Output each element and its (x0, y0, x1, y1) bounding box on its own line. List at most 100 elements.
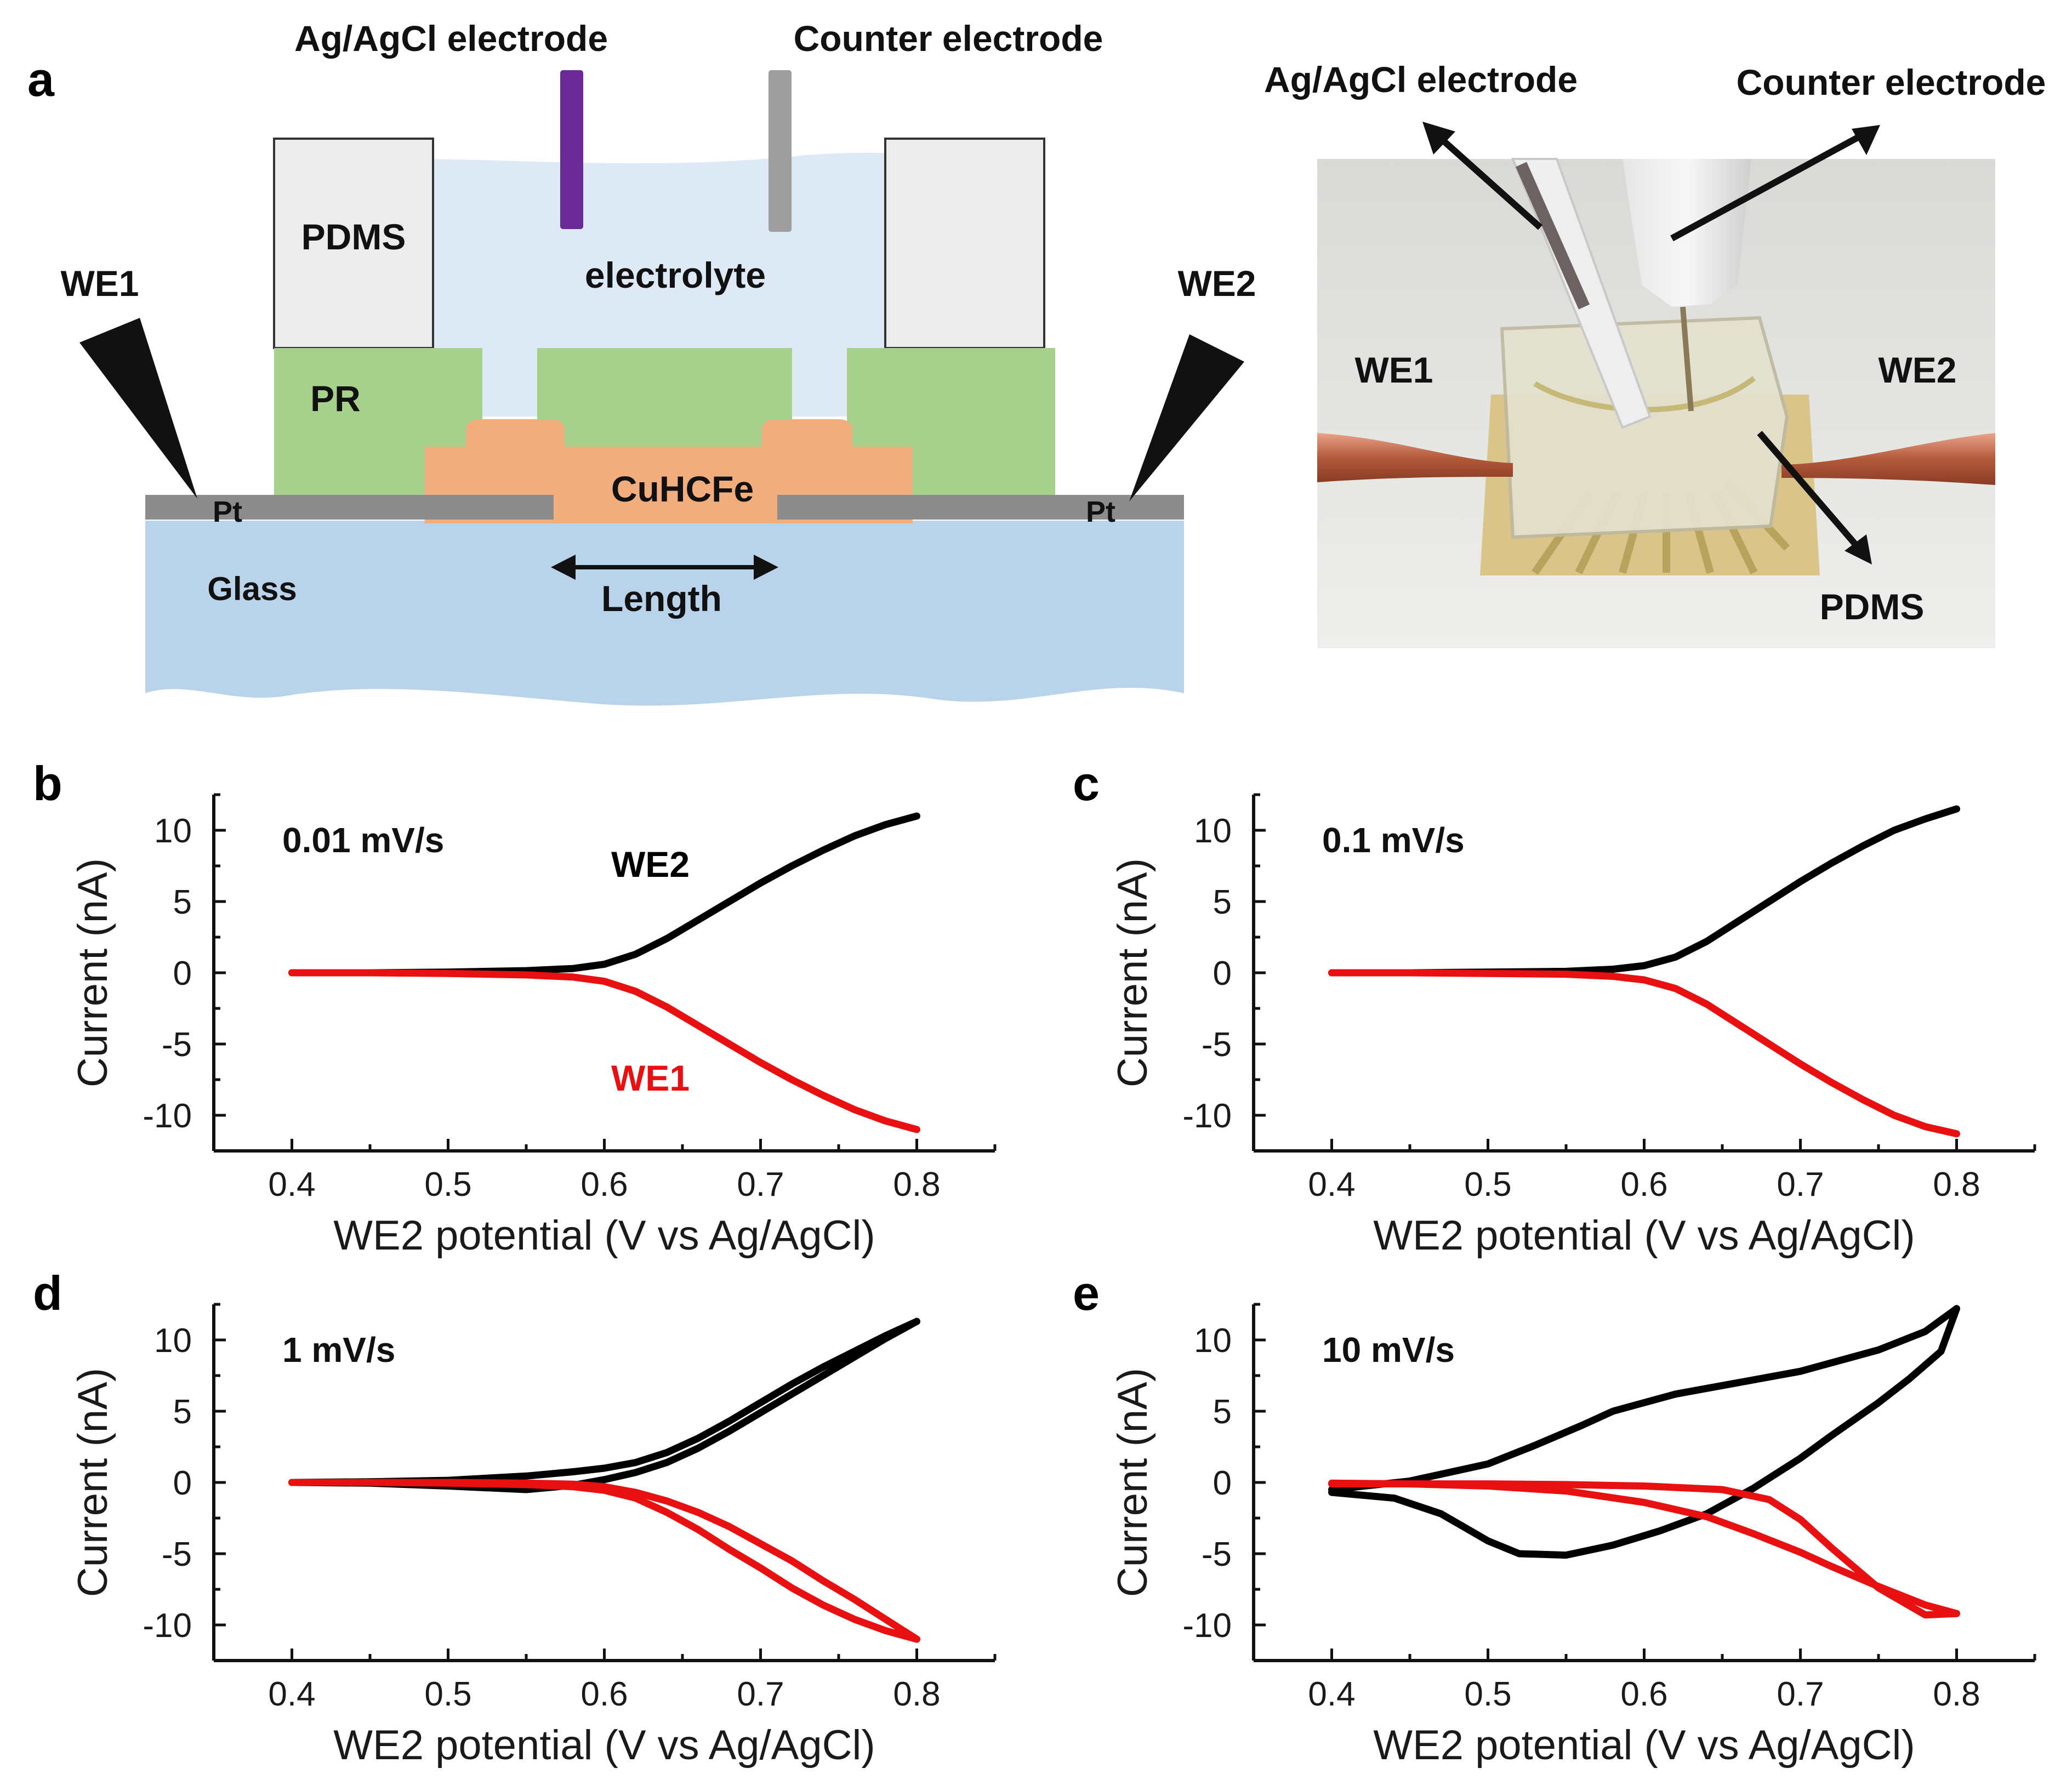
chart-e-series-we2-forward (1328, 1305, 1960, 1493)
chart-c-y-tick-label: -5 (1202, 1026, 1232, 1064)
chart-b: b 0.4 0.5 0.6 0.7 0.8 -10 -5 0 5 10 WE2 potential (… (33, 756, 997, 1259)
chart-c-x-axis-title: WE2 potential (V vs Ag/AgCl) (1373, 1212, 1915, 1259)
chart-e-y-tick-label: 0 (1213, 1464, 1232, 1502)
chart-d-x-tick-label: 0.8 (893, 1675, 940, 1713)
chart-d-scan-rate: 1 mV/s (282, 1330, 395, 1370)
pt-right-label: Pt (1086, 495, 1115, 528)
photo-ag-agcl-label: Ag/AgCl electrode (1264, 59, 1578, 100)
photo-we2-label: WE2 (1878, 350, 1956, 390)
ag-agcl-rod (560, 70, 583, 229)
pr-label: PR (310, 378, 361, 419)
chart-b-y-tick-label: -5 (162, 1026, 192, 1064)
chart-c-y-tick-label: 10 (1194, 812, 1232, 850)
chart-d-x-tick-label: 0.7 (737, 1675, 784, 1713)
chart-d-y-tick-label: -5 (162, 1536, 192, 1573)
pdms-chamber (1500, 316, 1789, 539)
pt-electrode-right (777, 495, 1184, 520)
chart-b-y-tick-label: 10 (154, 812, 192, 850)
chart-d-y-tick-label: -10 (143, 1607, 192, 1645)
chart-b-x-tick-label: 0.8 (893, 1166, 940, 1203)
length-label: Length (601, 578, 722, 619)
chart-d-x-tick-label: 0.6 (580, 1675, 628, 1713)
chart-b-y-axis-title: Current (nA) (70, 858, 116, 1087)
chart-e-series-we2-reverse (1328, 1305, 1960, 1559)
chart-c-y-tick-label: 0 (1213, 955, 1232, 993)
pdms-label: PDMS (301, 216, 406, 257)
pt-electrode-left (145, 495, 554, 520)
chart-b-series-we1 (288, 969, 920, 1133)
electrolyte-label: electrolyte (585, 255, 766, 295)
chart-e-scan-rate: 10 mV/s (1322, 1330, 1455, 1370)
panel-letter-a: a (27, 52, 55, 106)
chart-d-series-we2-forward (288, 1317, 920, 1486)
cuhcfe-label: CuHCFe (611, 469, 754, 509)
chart-c-x-tick-label: 0.6 (1620, 1166, 1667, 1203)
we1-probe-needle (79, 318, 197, 499)
device-schematic: a Ag/AgCl electrode Counter electrod (27, 18, 1256, 706)
chart-e-y-tick-label: -10 (1182, 1607, 1232, 1645)
chart-c-x-tick-label: 0.8 (1933, 1166, 1980, 1203)
chart-b-panel-letter: b (33, 756, 62, 811)
chart-e-x-tick-label: 0.5 (1464, 1675, 1511, 1713)
photo-pdms-label: PDMS (1820, 586, 1925, 627)
chart-c-series-we1 (1328, 969, 1960, 1138)
chart-b-x-tick-label: 0.5 (424, 1166, 471, 1203)
photo-we1-label: WE1 (1354, 350, 1433, 390)
chart-e-y-tick-label: 10 (1194, 1322, 1232, 1360)
chart-e-x-tick-label: 0.6 (1620, 1675, 1667, 1713)
chart-e-y-tick-label: -5 (1202, 1536, 1232, 1573)
counter-electrode-wire (1680, 306, 1694, 412)
chart-d-x-axis-title: WE2 potential (V vs Ag/AgCl) (333, 1722, 875, 1769)
chart-b-label-we1: WE1 (611, 1058, 690, 1098)
chart-c-scan-rate: 0.1 mV/s (1322, 820, 1465, 860)
chart-e-x-tick-label: 0.7 (1777, 1675, 1824, 1713)
chart-e-x-axis-title: WE2 potential (V vs Ag/AgCl) (1373, 1722, 1915, 1769)
chart-d-x-tick-label: 0.5 (424, 1675, 471, 1713)
glass-substrate (145, 521, 1184, 706)
pdms-block-right (884, 138, 1045, 349)
chart-b-y-tick-label: 5 (173, 883, 192, 921)
chart-b-label-we2: WE2 (611, 844, 690, 885)
counter-electrode-label: Counter electrode (794, 18, 1103, 59)
length-arrow (551, 555, 778, 580)
chart-d-series-we2-reverse (288, 1317, 920, 1493)
device-photo: Ag/AgCl electrode Counter electrode WE1 … (1264, 59, 2046, 648)
chart-e-x-tick-label: 0.8 (1933, 1675, 1980, 1713)
chart-e-series-we1-reverse (1328, 1479, 1960, 1617)
chart-d-y-tick-label: 5 (173, 1393, 192, 1431)
chart-e: e 0.4 0.5 0.6 0.7 0.8 -10 -5 0 5 10 WE2 potential (… (1073, 1266, 2036, 1769)
glass-label: Glass (207, 571, 297, 607)
chart-e-y-axis-title: Current (nA) (1109, 1368, 1156, 1597)
chart-c-y-tick-label: -10 (1182, 1097, 1232, 1135)
photo-counter-label: Counter electrode (1737, 62, 2046, 102)
pt-left-label: Pt (213, 495, 242, 528)
chart-d: d 0.4 0.5 0.6 0.7 0.8 -10 -5 0 5 10 WE2 potential (… (33, 1266, 997, 1769)
chart-d-x-tick-label: 0.4 (268, 1675, 315, 1713)
chart-d-y-tick-label: 0 (173, 1464, 192, 1502)
chart-d-series-we1-reverse (288, 1479, 920, 1643)
photo-arrows (1422, 122, 1880, 564)
chart-b-x-tick-label: 0.7 (737, 1166, 784, 1203)
chart-b-y-tick-label: -10 (143, 1097, 192, 1135)
ag-agcl-wire (1515, 162, 1590, 310)
chart-b-y-tick-label: 0 (173, 955, 192, 993)
chart-c-x-tick-label: 0.7 (1777, 1166, 1824, 1203)
we1-label: WE1 (60, 263, 139, 304)
copper-wire-left (1317, 433, 1513, 482)
chart-d-y-axis-title: Current (nA) (70, 1368, 116, 1597)
we2-probe-needle (1129, 334, 1244, 501)
copper-wire-right (1781, 433, 1995, 485)
chart-c: c 0.4 0.5 0.6 0.7 0.8 -10 -5 0 5 10 WE2 potential (… (1073, 756, 2036, 1259)
chart-e-x-tick-label: 0.4 (1308, 1675, 1355, 1713)
chart-c-y-tick-label: 5 (1213, 883, 1232, 921)
chart-b-scan-rate: 0.01 mV/s (282, 820, 444, 860)
we2-label: WE2 (1177, 263, 1256, 304)
chart-b-x-tick-label: 0.6 (580, 1166, 628, 1203)
chart-e-panel-letter: e (1073, 1266, 1100, 1320)
chart-d-y-tick-label: 10 (154, 1322, 192, 1360)
chart-b-x-axis-title: WE2 potential (V vs Ag/AgCl) (333, 1212, 875, 1259)
ag-agcl-label: Ag/AgCl electrode (294, 18, 608, 59)
counter-rod (769, 70, 792, 232)
chart-d-panel-letter: d (33, 1266, 62, 1320)
